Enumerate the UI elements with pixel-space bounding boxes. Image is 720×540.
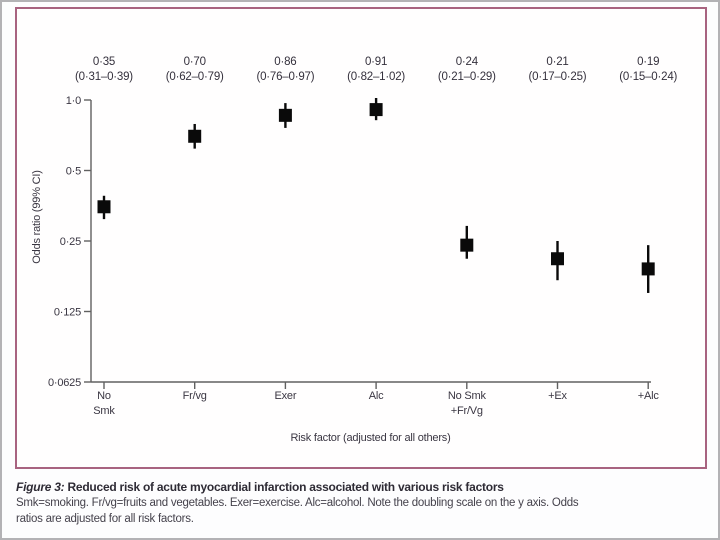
odds-ratio-marker: [460, 238, 474, 252]
or-value-label: 0·24: [456, 56, 479, 68]
or-value-label: 0·35: [93, 56, 115, 68]
x-category-label: No: [97, 390, 111, 402]
caption-body-line1: Smk=smoking. Fr/vg=fruits and vegetables…: [16, 497, 579, 509]
caption-title-text: Reduced risk of acute myocardial infarct…: [67, 480, 504, 494]
y-tick-label: 0·125: [54, 307, 81, 319]
y-axis-title: Odds ratio (99% CI): [31, 170, 43, 263]
x-category-label: +Ex: [548, 390, 567, 402]
odds-ratio-marker: [369, 103, 383, 117]
y-tick-label: 0·5: [66, 166, 81, 178]
odds-ratio-marker: [97, 200, 111, 214]
or-value-label: 0·21: [546, 56, 568, 68]
or-ci-label: (0·76–0·97): [256, 71, 314, 83]
or-value-label: 0·19: [637, 56, 659, 68]
or-ci-label: (0·17–0·25): [529, 71, 587, 83]
odds-ratio-marker: [188, 129, 202, 143]
figure-panel: 1·0 0·5 0·25 0·125 0·0625 0·35 (0·31–0·39) No Sm…: [15, 7, 707, 469]
forest-plot: 1·0 0·5 0·25 0·125 0·0625 0·35 (0·31–0·39) No Sm…: [31, 56, 678, 444]
x-category-label: +Fr/Vg: [451, 405, 483, 417]
caption-body-line2: ratios are adjusted for all risk factors…: [16, 512, 194, 525]
or-value-label: 0·70: [184, 56, 206, 68]
or-ci-label: (0·21–0·29): [438, 71, 496, 83]
or-ci-label: (0·82–1·02): [347, 71, 405, 83]
x-category-label: +Alc: [638, 390, 660, 402]
odds-ratio-marker: [551, 252, 564, 266]
or-ci-label: (0·15–0·24): [619, 71, 677, 83]
x-category-label: Fr/vg: [183, 390, 207, 402]
x-category-label: Alc: [369, 390, 384, 402]
x-category-label: No Smk: [448, 390, 487, 402]
y-tick-label: 0·25: [60, 236, 81, 248]
or-ci-label: (0·62–0·79): [166, 71, 224, 83]
x-category-label: Smk: [93, 405, 115, 417]
or-ci-label: (0·31–0·39): [75, 71, 133, 83]
caption-title: Figure 3: Reduced risk of acute myocardi…: [16, 479, 708, 495]
caption-body: Smk=smoking. Fr/vg=fruits and vegetables…: [16, 496, 708, 527]
x-category-label: Exer: [274, 390, 296, 402]
figure-number-label: Figure 3:: [16, 480, 65, 494]
figure-caption: Figure 3: Reduced risk of acute myocardi…: [16, 479, 708, 527]
or-value-label: 0·86: [274, 56, 296, 68]
y-tick-label: 0·0625: [48, 377, 81, 389]
x-axis-title: Risk factor (adjusted for all others): [290, 432, 450, 444]
odds-ratio-marker: [278, 108, 292, 122]
or-value-label: 0·91: [365, 56, 387, 68]
y-tick-label: 1·0: [66, 95, 81, 107]
odds-ratio-marker: [641, 262, 655, 276]
